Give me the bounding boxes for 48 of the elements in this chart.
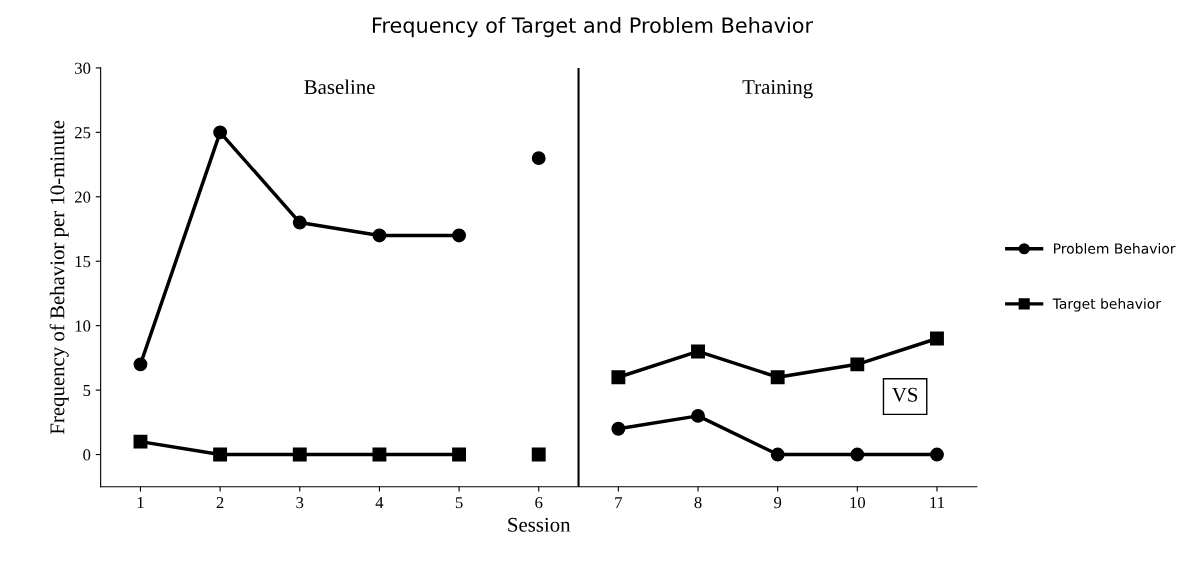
point xyxy=(770,370,785,385)
point xyxy=(452,228,467,243)
x-tick-label: 5 xyxy=(455,497,463,509)
x-tick-label: 3 xyxy=(296,497,304,509)
x-tick-label: 10 xyxy=(850,496,866,509)
point xyxy=(372,447,387,462)
legend-label: Target behavior xyxy=(1052,298,1162,312)
x-tick-label: 2 xyxy=(216,497,224,509)
point xyxy=(770,447,785,462)
point xyxy=(691,344,705,359)
x-tick-label: 6 xyxy=(535,497,543,509)
chart-title: Frequency of Target and Problem Behavior xyxy=(372,16,814,38)
annotation: VS xyxy=(892,387,918,402)
x-tick-label: 4 xyxy=(375,497,384,509)
y-tick-label: 25 xyxy=(74,127,91,139)
point xyxy=(691,408,705,423)
point xyxy=(452,447,467,462)
point xyxy=(611,370,626,385)
x-axis-title: Session xyxy=(508,517,571,532)
point xyxy=(292,447,307,462)
point xyxy=(133,357,148,372)
legend-label: Problem Behavior xyxy=(1054,243,1176,254)
y-tick-label: 10 xyxy=(75,320,91,332)
y-tick-label: 20 xyxy=(74,191,91,203)
point xyxy=(372,228,387,243)
point xyxy=(133,434,148,449)
x-tick-label: 8 xyxy=(694,496,702,509)
x-tick-label: 7 xyxy=(615,497,623,509)
y-tick-label: 30 xyxy=(75,62,91,74)
point xyxy=(850,357,865,372)
x-tick-label: 9 xyxy=(774,497,782,509)
y-tick-label: 0 xyxy=(83,449,91,461)
x-tick-label: 11 xyxy=(930,497,944,509)
annotation: Baseline xyxy=(304,79,375,95)
point xyxy=(531,447,546,462)
point xyxy=(611,421,626,436)
y-axis-title: Frequency of Behavior per 10-minute xyxy=(49,120,69,435)
point xyxy=(292,215,307,230)
point xyxy=(850,447,865,462)
point xyxy=(213,125,228,140)
annotation: Training xyxy=(742,80,813,99)
y-tick-label: 5 xyxy=(83,384,91,397)
x-tick-label: 1 xyxy=(137,497,144,509)
point xyxy=(213,447,228,462)
point xyxy=(531,151,546,166)
y-tick-label: 15 xyxy=(75,256,91,268)
point xyxy=(930,331,944,346)
point xyxy=(930,447,944,462)
